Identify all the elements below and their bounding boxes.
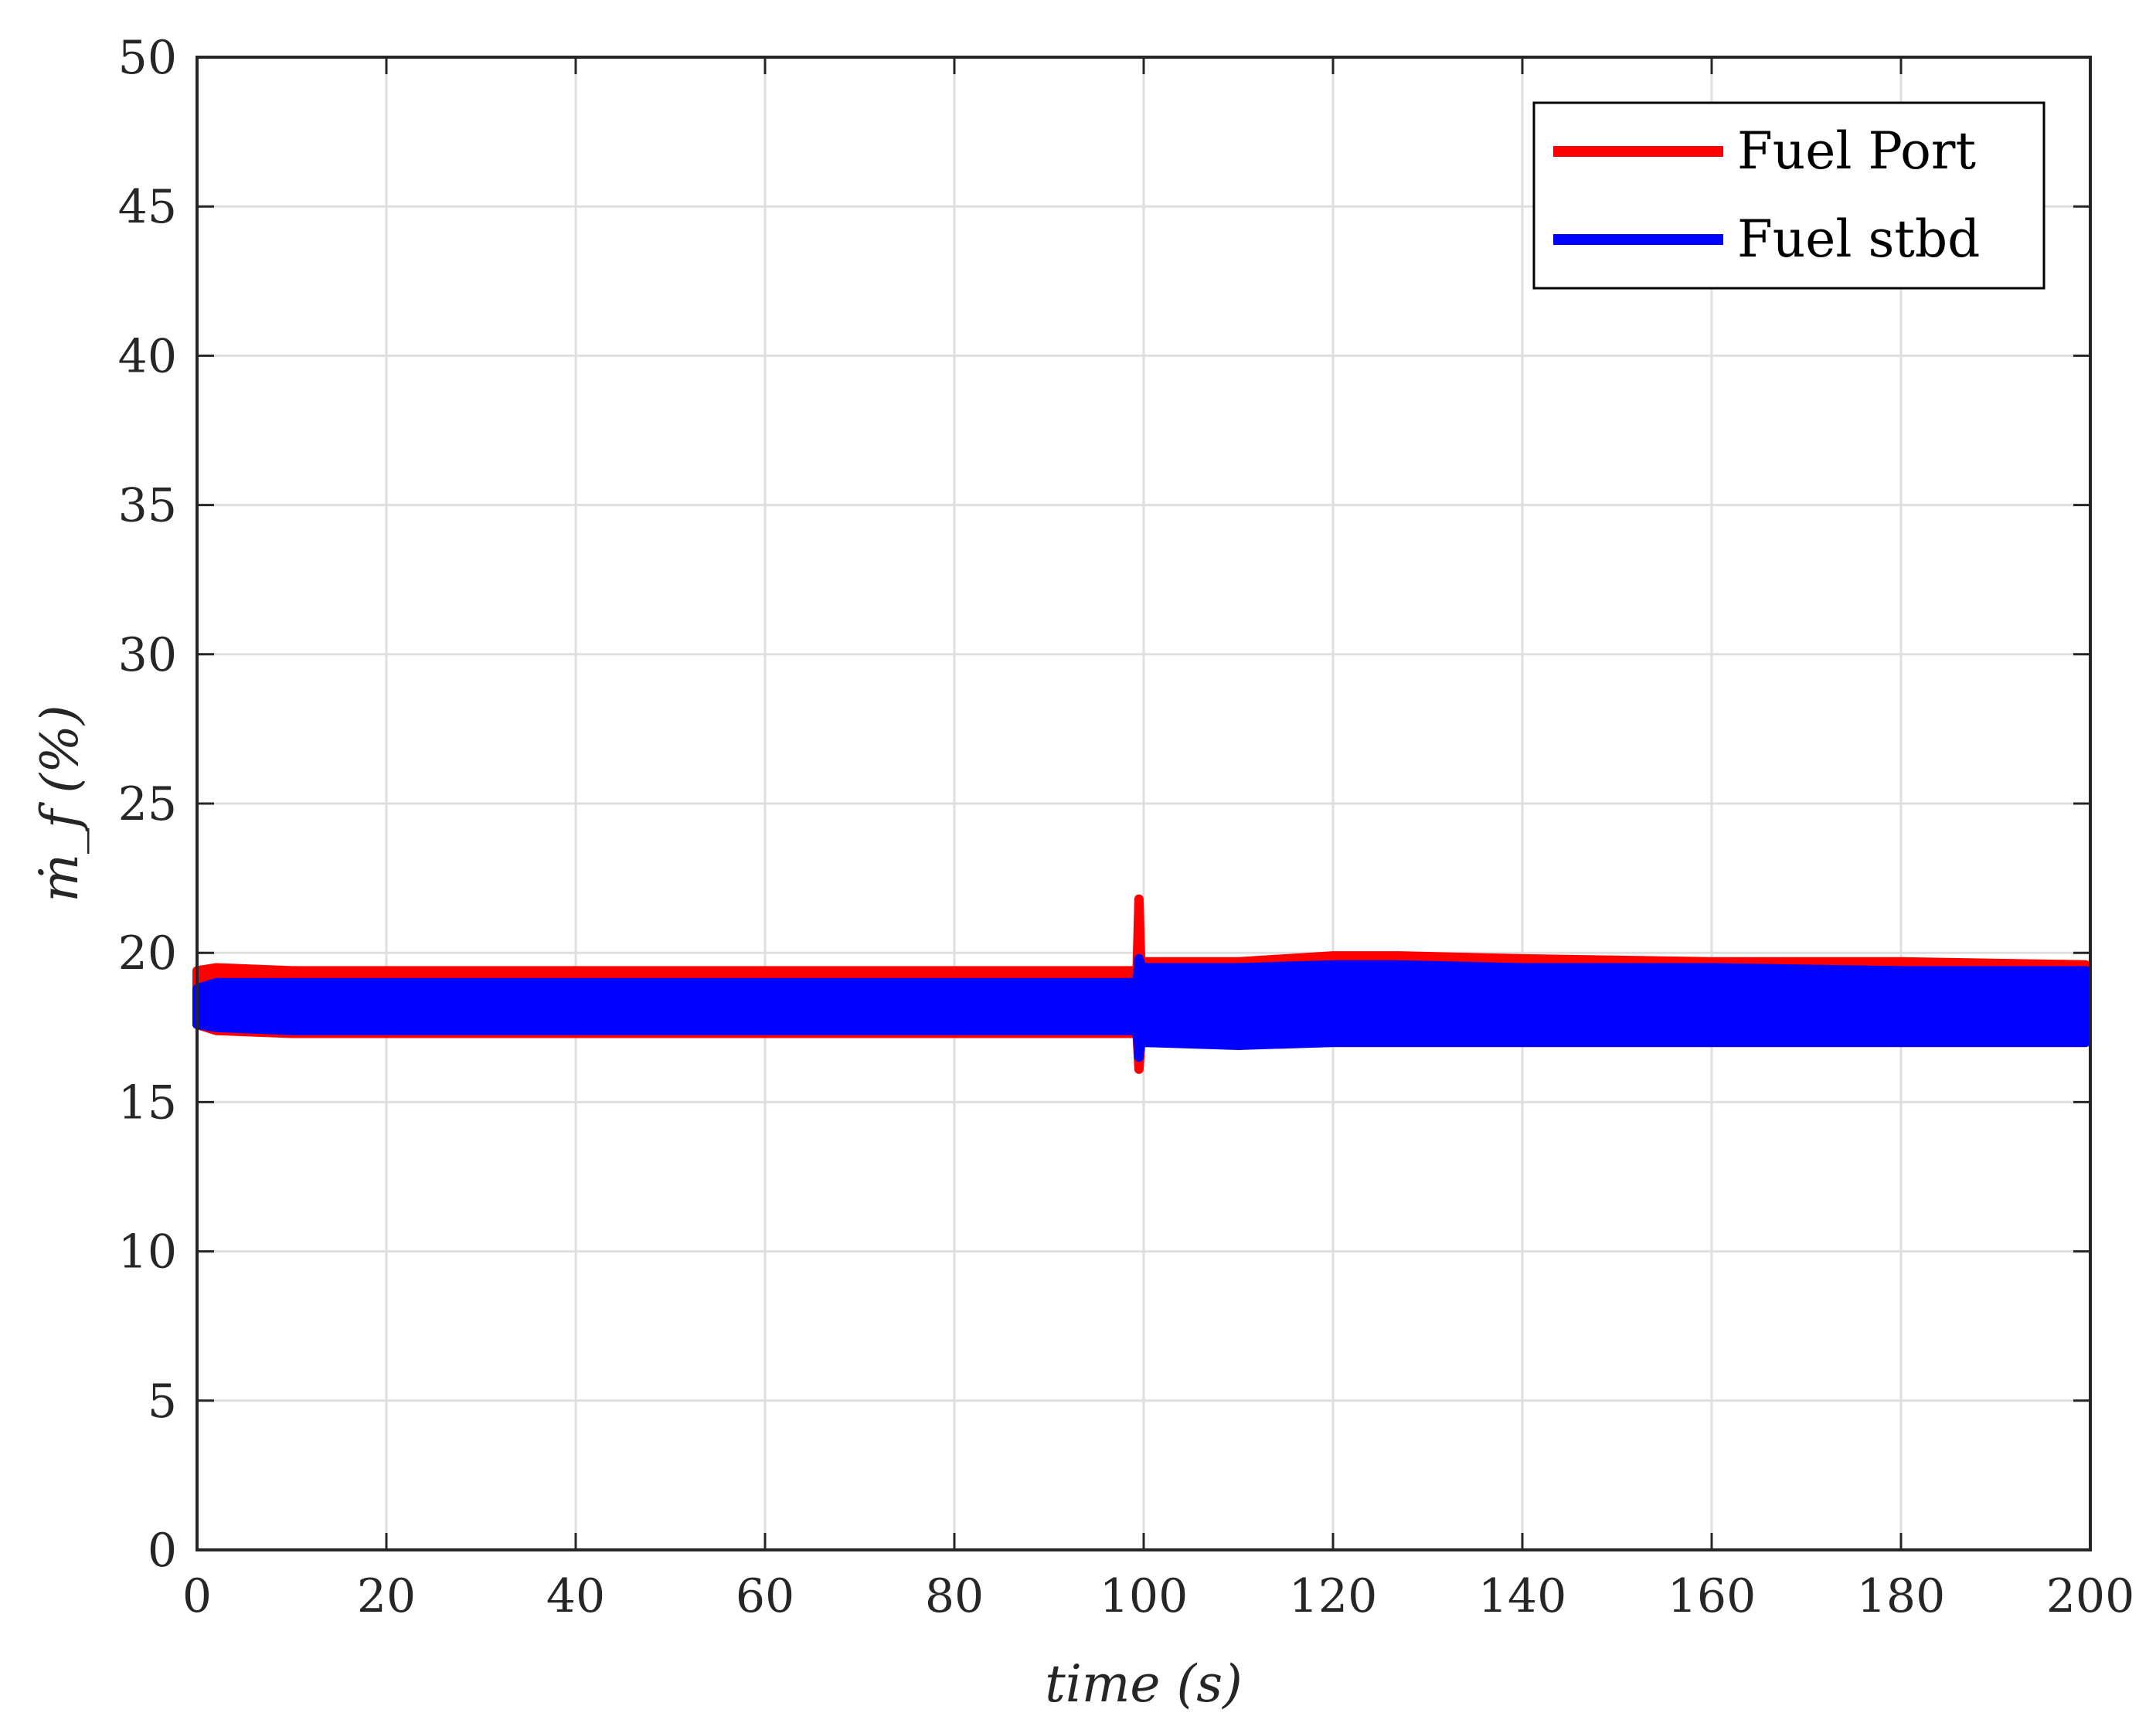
ticks xyxy=(196,56,2092,1551)
y-tick-label: 40 xyxy=(118,329,177,383)
y-tick-label: 50 xyxy=(118,31,177,85)
x-tick-label: 60 xyxy=(736,1569,794,1623)
x-tick-label: 120 xyxy=(1289,1569,1378,1623)
y-tick-labels: 0 5 10 15 20 25 30 35 40 45 50 xyxy=(118,31,177,1578)
plot-data xyxy=(192,894,2090,1074)
y-tick-label: 15 xyxy=(118,1076,177,1130)
y-tick-label: 45 xyxy=(118,180,177,234)
legend-label-fuel-port: Fuel Port xyxy=(1737,121,1976,181)
legend-box xyxy=(1532,101,2045,290)
y-tick-label: 5 xyxy=(148,1375,177,1429)
y-tick-label: 30 xyxy=(118,628,177,682)
x-axis-label: time (s) xyxy=(1045,1654,1243,1714)
series-band-fuel-stbd xyxy=(192,953,2090,1062)
y-tick-label: 25 xyxy=(118,777,177,831)
y-tick-label: 20 xyxy=(118,926,177,980)
x-tick-label: 0 xyxy=(182,1569,212,1623)
x-tick-label: 80 xyxy=(925,1569,984,1623)
x-tick-label: 200 xyxy=(2046,1569,2135,1623)
x-tick-label: 180 xyxy=(1857,1569,1946,1623)
x-tick-labels: 0 20 40 60 80 100 120 140 160 180 200 xyxy=(182,1569,2134,1623)
y-tick-label: 10 xyxy=(118,1225,177,1280)
x-tick-label: 160 xyxy=(1668,1569,1756,1623)
y-tick-label: 35 xyxy=(118,479,177,533)
y-tick-label: 0 xyxy=(148,1524,177,1578)
y-axis-label: ṁ_f (%) xyxy=(30,705,90,902)
legend: Fuel Port Fuel stbd xyxy=(1532,101,2045,290)
x-tick-label: 100 xyxy=(1100,1569,1189,1623)
x-tick-label: 40 xyxy=(546,1569,605,1623)
x-tick-label: 20 xyxy=(357,1569,416,1623)
x-tick-label: 140 xyxy=(1478,1569,1567,1623)
legend-label-fuel-stbd: Fuel stbd xyxy=(1737,209,1980,269)
